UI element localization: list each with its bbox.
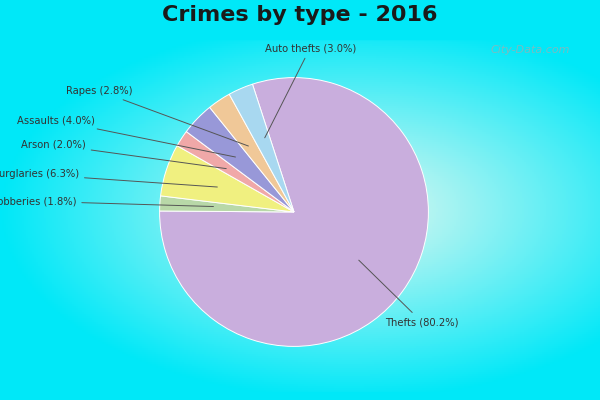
Text: Auto thefts (3.0%): Auto thefts (3.0%) <box>265 43 356 138</box>
Wedge shape <box>209 94 294 212</box>
Text: City-Data.com: City-Data.com <box>491 45 570 55</box>
Bar <box>0 0 600 30</box>
Wedge shape <box>161 146 294 212</box>
Bar <box>0 392 600 400</box>
Wedge shape <box>160 196 294 212</box>
Text: Arson (2.0%): Arson (2.0%) <box>21 140 226 169</box>
Text: Crimes by type - 2016: Crimes by type - 2016 <box>162 5 438 25</box>
Text: Robberies (1.8%): Robberies (1.8%) <box>0 196 214 206</box>
Wedge shape <box>177 132 294 212</box>
Text: Rapes (2.8%): Rapes (2.8%) <box>66 86 248 146</box>
Text: Burglaries (6.3%): Burglaries (6.3%) <box>0 169 217 187</box>
Wedge shape <box>229 84 294 212</box>
Wedge shape <box>160 78 428 346</box>
Wedge shape <box>187 107 294 212</box>
Text: Assaults (4.0%): Assaults (4.0%) <box>17 116 235 157</box>
Text: Thefts (80.2%): Thefts (80.2%) <box>359 260 459 327</box>
